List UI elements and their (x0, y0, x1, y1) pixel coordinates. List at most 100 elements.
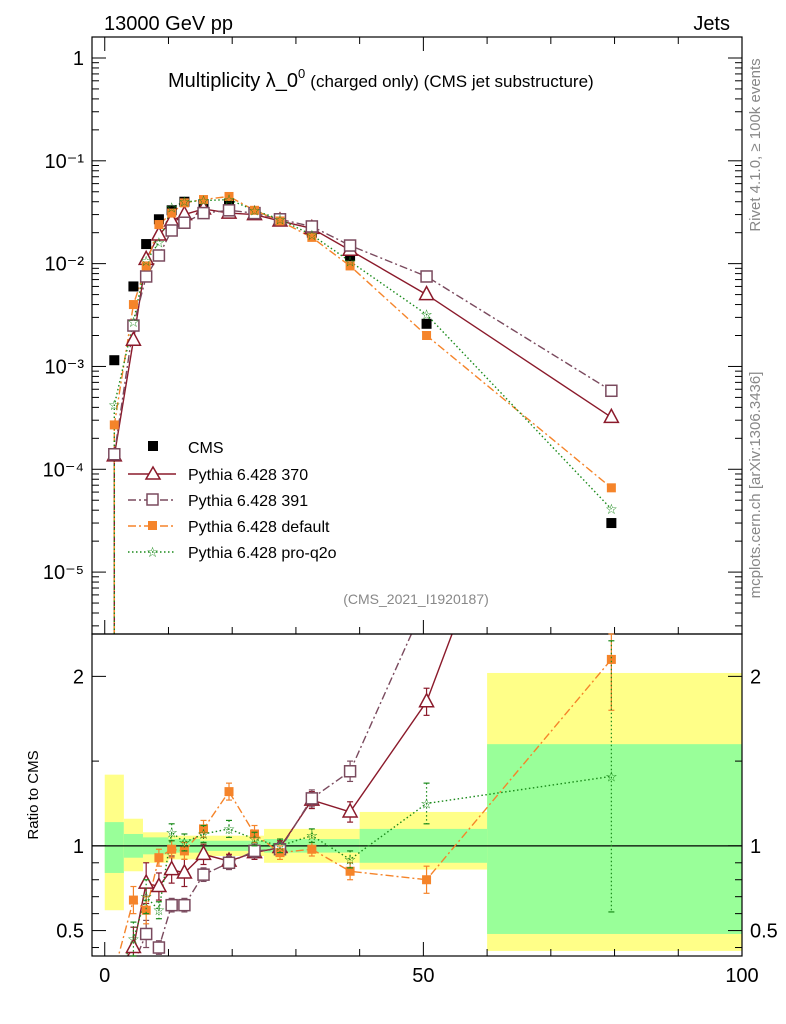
main-point-391 (165, 224, 178, 237)
ratio-point-q2o: ☆ (127, 931, 140, 947)
ratio-point-default (154, 853, 164, 863)
main-point-default (275, 216, 285, 226)
ratio-point-default (141, 905, 151, 915)
main-point-391 (605, 384, 618, 398)
main-ytick-label: 10⁻³ (45, 356, 85, 378)
ratio-point-default (224, 787, 234, 797)
legend-marker-370 (144, 465, 162, 480)
cms-point (128, 281, 139, 292)
main-point-391 (178, 216, 191, 229)
main-point-default (109, 420, 119, 430)
ratio-point-391 (222, 856, 236, 870)
ratio-line-370 (126, 634, 453, 956)
ratio-point-default (199, 824, 209, 834)
ratio-band-inner (487, 744, 742, 934)
main-point-q2o: ☆ (223, 192, 236, 208)
cms-point (141, 239, 152, 250)
legend-label-q2o: Pythia 6.428 pro-q2o (188, 545, 337, 562)
legend-marker-cms (148, 441, 158, 451)
main-point-default (179, 198, 189, 208)
ratio-point-q2o: ☆ (248, 831, 261, 847)
ratio-xtick-label: 0 (99, 965, 110, 987)
header-left: 13000 GeV pp (104, 13, 233, 35)
ratio-point-391 (343, 765, 357, 778)
rivet-label: Rivet 4.1.0, ≥ 100k events (747, 58, 764, 231)
ratio-band-inner (104, 822, 124, 873)
ratio-ytick-label: 0.5 (56, 921, 84, 943)
main-point-q2o: ☆ (165, 200, 178, 216)
ratio-ytick-label-right: 2 (750, 666, 761, 688)
main-line-q2o (113, 198, 612, 634)
main-ytick-label: 10⁻¹ (45, 151, 85, 173)
legend: CMS Pythia 6.428 370 Pythia 6.428 391 Py… (128, 440, 337, 562)
ratio-point-q2o: ☆ (178, 834, 191, 850)
main-point-391 (127, 319, 140, 332)
main-point-q2o: ☆ (197, 193, 210, 209)
cms-point (345, 251, 356, 262)
main-line-391 (113, 209, 612, 634)
main-panel: 110⁻¹10⁻²10⁻³10⁻⁴10⁻⁵ ☆☆☆☆☆ ☆ ☆ ☆☆☆☆☆☆☆ Mul… (43, 36, 743, 635)
legend-label-370: Pythia 6.428 370 (188, 467, 308, 484)
main-point-391 (222, 204, 236, 217)
main-points-group: ☆☆☆☆☆ ☆ ☆ ☆☆☆☆☆☆☆ (106, 192, 620, 529)
ratio-point-370 (176, 863, 193, 879)
main-point-q2o: ☆ (420, 307, 433, 323)
main-point-391 (152, 249, 166, 262)
ratio-point-391 (139, 927, 153, 941)
main-yticks: 1 10⁻¹ 10⁻² 10⁻³ 10⁻⁴ 10⁻⁵ (43, 48, 742, 627)
ratio-point-370 (137, 873, 155, 889)
ratio-point-370 (195, 844, 212, 861)
cms-point (421, 318, 432, 329)
main-point-default (199, 195, 209, 205)
legend-item-370: Pythia 6.428 370 (128, 465, 308, 484)
main-point-370 (150, 225, 168, 241)
ratio-point-default (422, 875, 432, 885)
main-point-391 (108, 447, 121, 461)
main-line-default (113, 195, 612, 634)
main-point-q2o: ☆ (140, 253, 153, 269)
plot-title-sub: (charged only) (CMS jet substructure) (310, 72, 593, 91)
cms-point (109, 355, 120, 366)
ratio-line-default (117, 658, 612, 956)
main-point-default (250, 205, 259, 215)
main-point-default (422, 331, 432, 340)
ratio-point-default (250, 829, 259, 839)
ratio-point-370 (341, 802, 359, 818)
main-ytick-label: 10⁻² (45, 254, 85, 276)
ratio-line-391 (136, 634, 413, 956)
legend-item-q2o: ☆ Pythia 6.428 pro-q2o (128, 544, 337, 562)
legend-label-391: Pythia 6.428 391 (188, 493, 308, 510)
ratio-point-q2o: ☆ (306, 828, 319, 844)
ratio-point-q2o: ☆ (274, 838, 287, 854)
main-point-391 (420, 270, 433, 283)
ratio-point-default (345, 866, 355, 876)
ratio-point-default (606, 654, 616, 664)
ratio-yticks: 0.5 0.5 1 1 2 2 (56, 666, 778, 949)
ratio-points-group: ☆☆☆☆☆☆ ☆☆ ☆☆☆☆☆ (125, 633, 618, 957)
ratio-point-q2o: ☆ (140, 889, 153, 905)
ratio-ylabel: Ratio to CMS (25, 750, 42, 839)
analysis-id: (CMS_2021_I1920187) (343, 591, 489, 607)
plot-title-text: Multiplicity λ_0 (168, 70, 298, 92)
cms-point (153, 214, 164, 225)
ratio-xtick-label: 100 (725, 965, 758, 987)
ratio-point-391 (165, 898, 178, 912)
ratio-point-391 (305, 792, 319, 805)
main-xticks (104, 37, 743, 634)
main-point-default (128, 300, 138, 310)
ratio-point-default (167, 844, 177, 854)
main-ytick-label: 1 (73, 48, 84, 70)
ratio-point-370 (418, 692, 435, 708)
main-point-default (167, 208, 177, 218)
main-point-391 (139, 270, 153, 283)
main-point-391 (305, 220, 319, 233)
ratio-point-q2o: ☆ (153, 902, 166, 918)
ratio-point-q2o: ☆ (165, 824, 178, 840)
ratio-bands (92, 672, 742, 951)
ratio-point-391 (178, 898, 191, 912)
ratio-point-370 (163, 859, 180, 876)
legend-item-cms: CMS (148, 440, 224, 457)
main-point-default (154, 220, 164, 230)
ratio-point-default (128, 895, 138, 905)
main-point-default (307, 232, 317, 242)
